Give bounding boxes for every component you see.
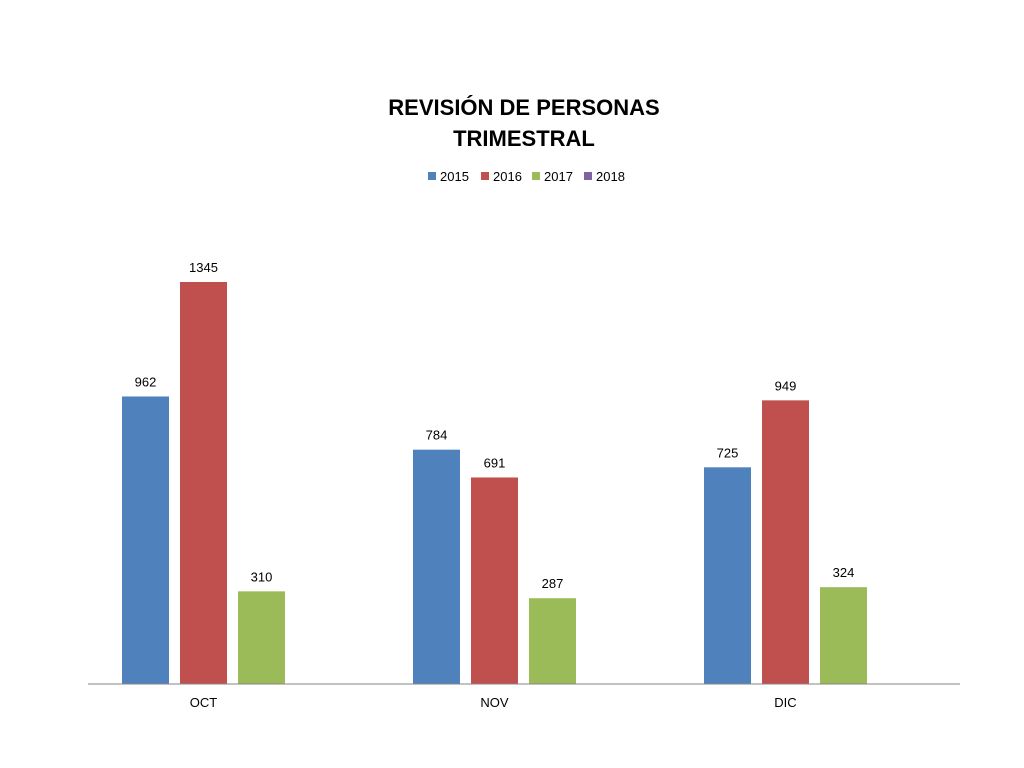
legend-swatch-2018 — [584, 172, 592, 180]
x-tick-label-dic: DIC — [774, 695, 796, 710]
legend-label-2018: 2018 — [596, 169, 625, 184]
data-labels-group: 962 1345 310 784 691 287 725 949 324 — [135, 260, 855, 591]
data-label-nov-2016: 691 — [484, 455, 506, 470]
bar-dic-2015 — [704, 467, 751, 684]
chart-title-line-1: REVISIÓN DE PERSONAS — [388, 95, 659, 120]
legend-swatch-2016 — [481, 172, 489, 180]
bar-oct-2016 — [180, 282, 227, 684]
bar-dic-2017 — [820, 587, 867, 684]
data-label-dic-2016: 949 — [775, 378, 797, 393]
x-tick-label-oct: OCT — [190, 695, 218, 710]
data-label-nov-2017: 287 — [542, 576, 564, 591]
chart-title-line-2: TRIMESTRAL — [453, 126, 595, 151]
x-tick-label-nov: NOV — [480, 695, 509, 710]
legend-label-2017: 2017 — [544, 169, 573, 184]
legend-swatch-2017 — [532, 172, 540, 180]
data-label-dic-2017: 324 — [833, 565, 855, 580]
bar-nov-2017 — [529, 598, 576, 684]
data-label-oct-2016: 1345 — [189, 260, 218, 275]
bar-oct-2017 — [238, 591, 285, 684]
data-label-dic-2015: 725 — [717, 445, 739, 460]
data-label-oct-2015: 962 — [135, 374, 157, 389]
legend-swatch-2015 — [428, 172, 436, 180]
data-label-nov-2015: 784 — [426, 428, 448, 443]
legend-label-2016: 2016 — [493, 169, 522, 184]
bar-nov-2015 — [413, 449, 460, 684]
bars-group — [122, 282, 867, 684]
legend: 2015 2016 2017 2018 — [428, 169, 625, 184]
legend-label-2015: 2015 — [440, 169, 469, 184]
data-label-oct-2017: 310 — [251, 569, 273, 584]
bar-dic-2016 — [762, 400, 809, 684]
bar-nov-2016 — [471, 477, 518, 684]
x-tick-labels-group: OCT NOV DIC — [190, 695, 797, 710]
bar-oct-2015 — [122, 396, 169, 684]
